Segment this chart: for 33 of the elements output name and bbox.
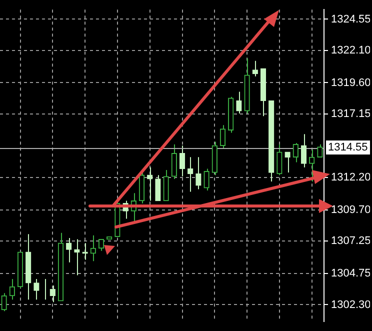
y-tick-label: 1317.15: [331, 108, 371, 120]
candlestick: [34, 278, 40, 300]
candlestick: [309, 148, 315, 182]
candlestick: [66, 237, 72, 263]
candlestick: [236, 91, 242, 114]
candlestick: [98, 238, 104, 252]
candlestick: [284, 152, 290, 174]
candlestick: [74, 238, 80, 276]
y-tick-label: 1319.60: [331, 76, 371, 89]
candlestick: [317, 144, 323, 158]
y-tick-label: 1302.30: [331, 298, 371, 311]
candlestick: [171, 144, 177, 180]
y-tick-label: 1304.75: [331, 267, 371, 280]
candlestick: [147, 166, 153, 202]
candlestick: [163, 169, 169, 202]
candlestick: [300, 134, 307, 168]
candlestick: [196, 156, 202, 190]
candlestick: [9, 278, 15, 300]
candlestick: [252, 60, 258, 77]
ref-line-label: 1314.55: [328, 142, 368, 154]
y-tick-label: 1309.70: [331, 204, 371, 216]
y-tick-label: 1322.10: [331, 44, 371, 57]
y-tick-label: 1312.20: [331, 172, 371, 184]
candlestick: [276, 144, 282, 176]
candlestick: [50, 284, 56, 303]
candlestick: [155, 174, 161, 202]
y-tick-label: 1324.55: [331, 13, 371, 26]
candlestick: [204, 168, 210, 192]
candlestick: [179, 145, 186, 177]
candlestick: [1, 292, 7, 312]
candlestick: [292, 142, 298, 163]
y-tick-label: 1307.25: [331, 235, 371, 248]
candlestick: [220, 124, 226, 149]
